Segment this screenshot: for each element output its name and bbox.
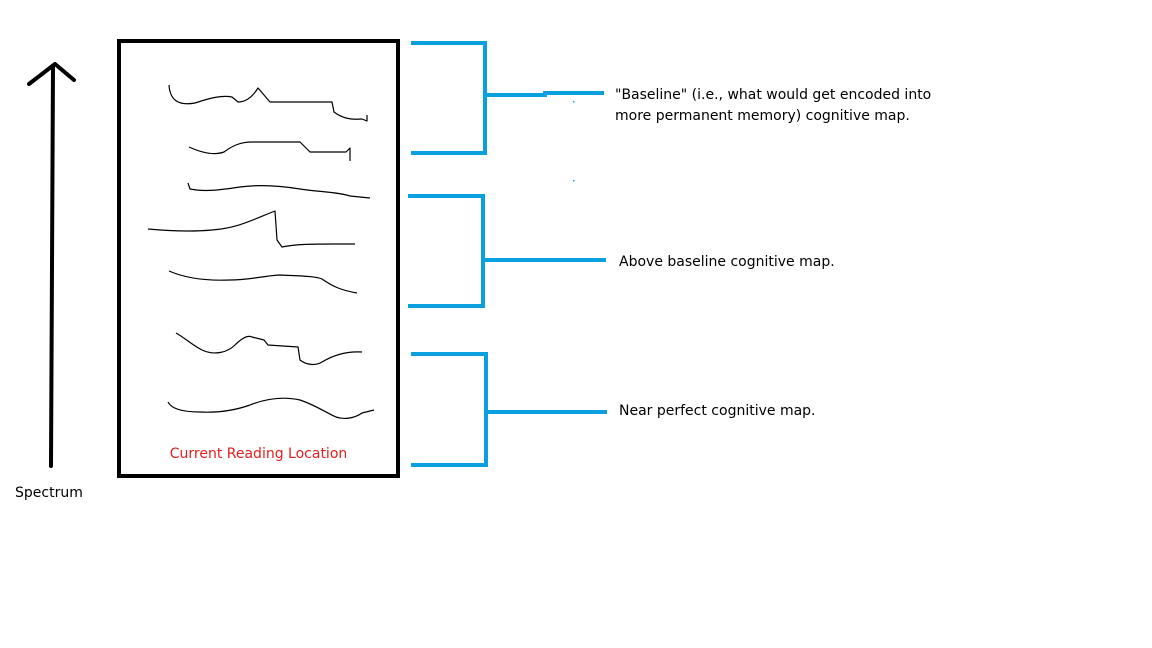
baseline-label-line-1: "Baseline" (i.e., what would get encoded… <box>615 87 932 103</box>
scribble-line <box>168 270 358 294</box>
bracket-baseline <box>411 41 604 155</box>
spectrum-arrow-head <box>27 62 76 86</box>
above-baseline-label: Above baseline cognitive map. <box>619 252 835 273</box>
stray-dot <box>573 101 575 103</box>
scribble-line <box>147 210 355 248</box>
spectrum-arrow-shaft <box>49 64 55 468</box>
above-baseline-label-line-1: Above baseline cognitive map. <box>619 254 835 270</box>
scribble-line <box>168 84 368 122</box>
spectrum-label: Spectrum <box>15 485 83 501</box>
baseline-label: "Baseline" (i.e., what would get encoded… <box>615 85 931 127</box>
bracket-above-baseline <box>408 194 606 308</box>
scribble-line <box>175 332 363 366</box>
scribble-line <box>188 141 351 161</box>
baseline-label-line-2: more permanent memory) cognitive map. <box>615 108 910 124</box>
near-perfect-label-line-1: Near perfect cognitive map. <box>619 403 816 419</box>
up-arrow-icon <box>27 62 76 468</box>
reading-box <box>117 39 400 478</box>
reading-box-label: Current Reading Location <box>169 446 348 462</box>
scribble-line <box>187 182 371 199</box>
scribble-line <box>167 397 375 419</box>
stray-dot <box>573 180 575 182</box>
bracket-near-perfect <box>411 352 607 467</box>
text-scribbles <box>147 84 375 419</box>
near-perfect-label: Near perfect cognitive map. <box>619 401 816 422</box>
